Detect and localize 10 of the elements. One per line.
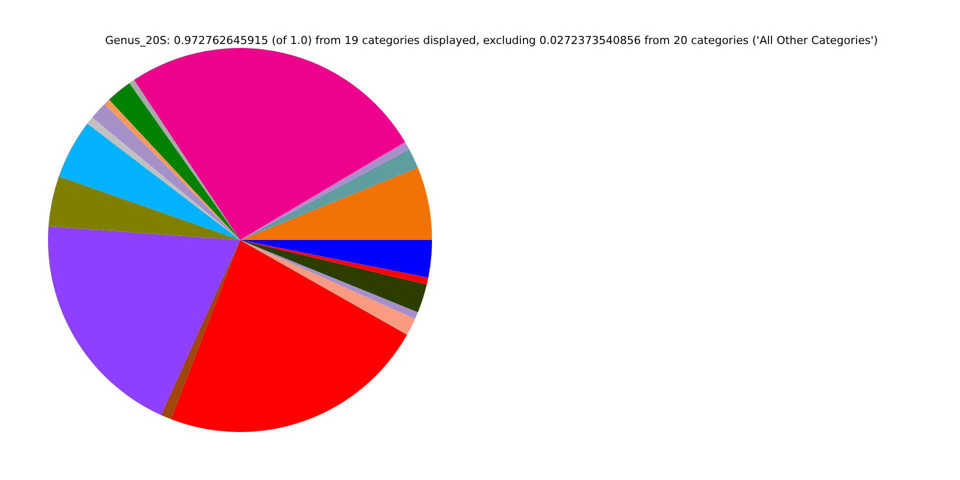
pie-slice [134,48,406,240]
pie-slice [58,124,240,240]
text: Genus_20S: 0.972762645915 (of 1.0) from 19 categories displayed, excluding 0.0272373540856 from 20 categories ('All Other Categories') [105,34,878,47]
pie-slice [240,167,432,240]
pie-slice [240,240,432,278]
pie-slice [129,80,240,240]
pie-slice [240,240,416,335]
pie-slice [160,240,240,420]
pie-slice [48,226,240,415]
pie-slice [48,176,240,240]
